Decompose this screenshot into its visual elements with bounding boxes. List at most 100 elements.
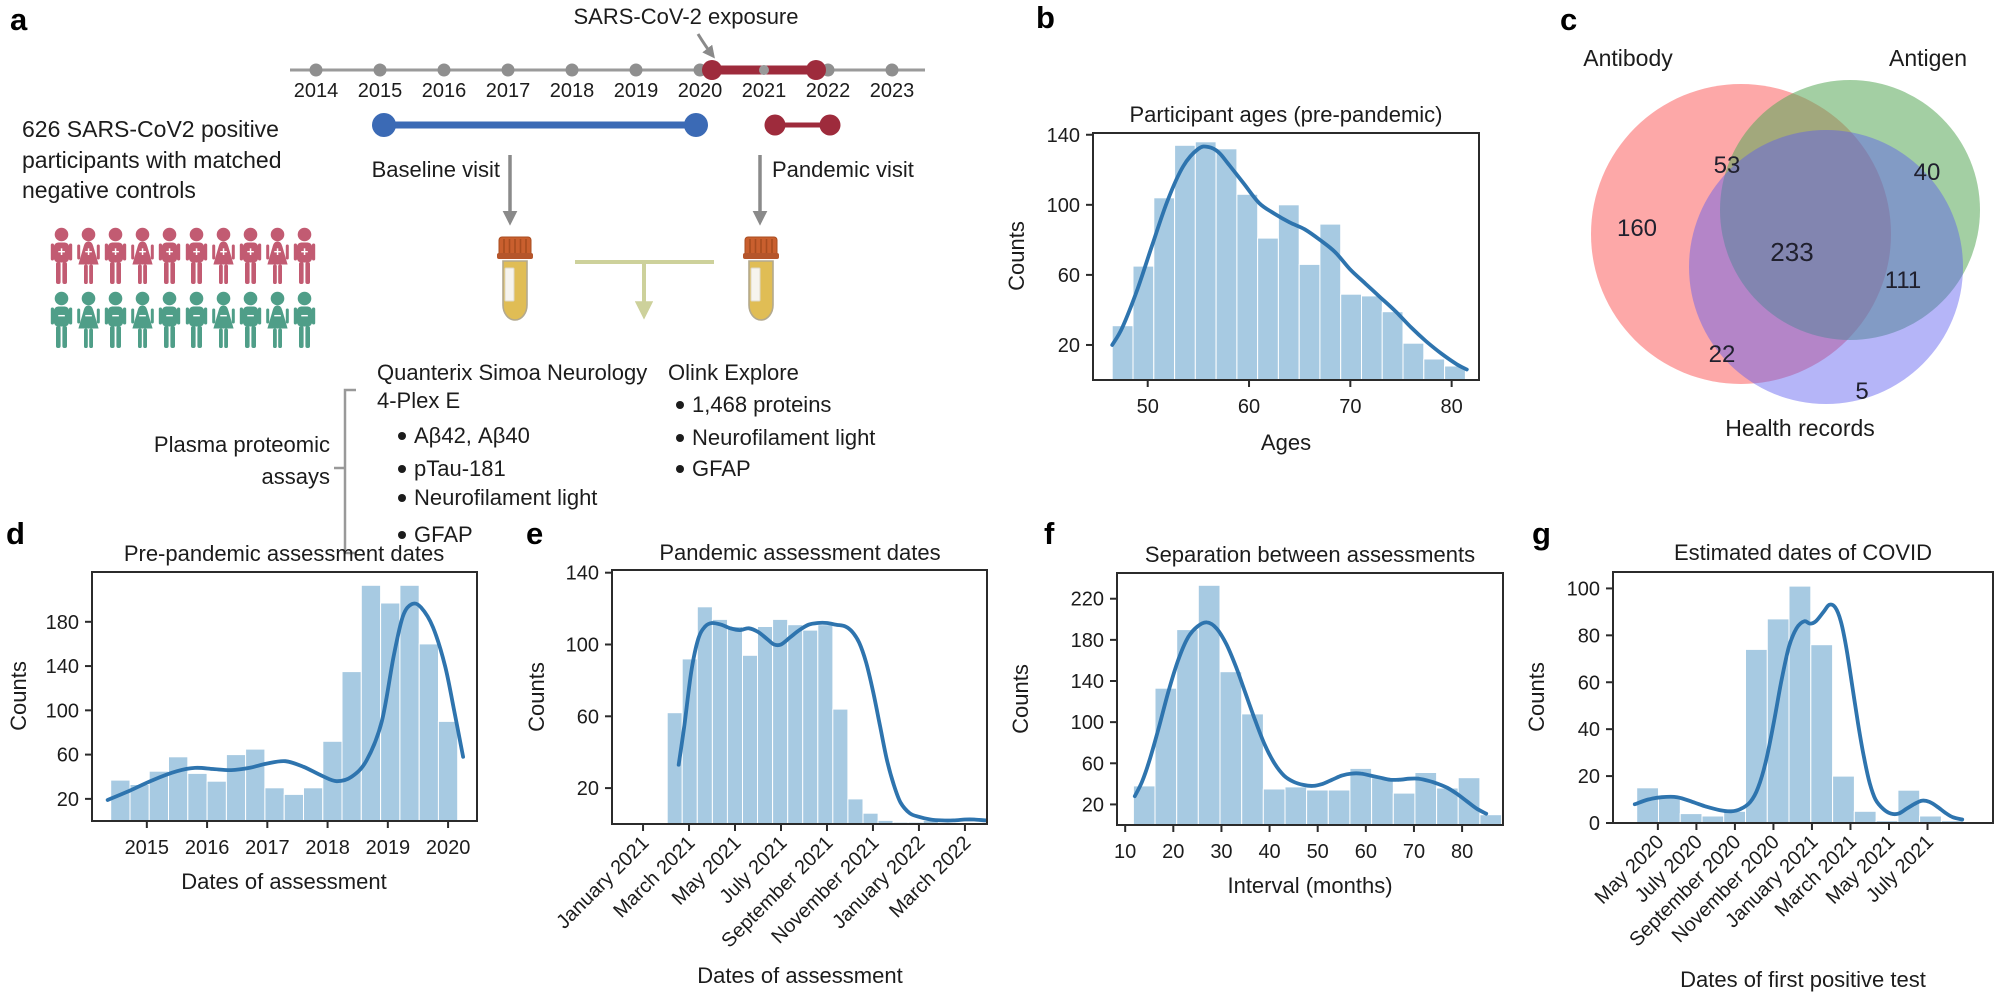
svg-text:2016: 2016	[185, 837, 230, 859]
negative-participant-icon: −	[131, 291, 154, 348]
assay-olink-list: Olink Explore 1,468 proteins Neurofilame…	[668, 360, 875, 481]
pandemic-window-bar	[764, 114, 841, 136]
svg-text:+: +	[139, 244, 147, 259]
chart-b-xlabel: Ages	[1261, 430, 1311, 455]
positive-participant-icon: +	[266, 227, 289, 284]
venn-count-antigen-health: 111	[1885, 267, 1921, 294]
svg-text:50: 50	[1137, 396, 1159, 418]
pandemic-tube-icon	[742, 236, 780, 321]
panel-label-a: a	[10, 2, 28, 37]
negative-participant-icon: −	[104, 291, 127, 348]
svg-text:−: −	[193, 308, 201, 323]
svg-text:2020: 2020	[678, 80, 723, 102]
svg-text:60: 60	[1082, 753, 1104, 775]
chart-d-y-axis: 20 60 100 140 180	[46, 612, 92, 811]
venn-label-antigen: Antigen	[1889, 45, 1967, 71]
negative-participant-icon: −	[239, 291, 262, 348]
timeline-year-labels: 2014 2015 2016 2017 2018 2019 2020 2021 …	[294, 80, 915, 102]
svg-text:+: +	[112, 244, 120, 259]
venn-count-antibody-antigen: 53	[1714, 152, 1741, 179]
chart-d-plot-border	[91, 571, 478, 822]
svg-text:80: 80	[1441, 396, 1463, 418]
chart-g-title: Estimated dates of COVID	[1674, 540, 1932, 565]
svg-text:100: 100	[566, 634, 599, 656]
participants-pictogram-grid: + + + + + + + + + + − − − − − − − − − −	[50, 227, 316, 348]
baseline-visit-label: Baseline visit	[372, 157, 500, 182]
chart-g-bars	[1636, 585, 1964, 824]
svg-text:60: 60	[1058, 265, 1080, 287]
chart-f-svg: 20 60 100 140 180 220 10 20 30 40 50 60 70 80 Separati…	[1008, 542, 1504, 898]
svg-text:30: 30	[1210, 841, 1232, 863]
svg-text:60: 60	[1238, 396, 1260, 418]
svg-text:Plasma proteomic: Plasma proteomic	[154, 432, 330, 457]
negative-participant-icon: −	[185, 291, 208, 348]
svg-text:Neurofilament light: Neurofilament light	[692, 425, 875, 450]
svg-text:Aβ42, Aβ40: Aβ42, Aβ40	[414, 423, 530, 448]
panel-label-g: g	[1532, 516, 1551, 551]
svg-text:2016: 2016	[422, 80, 467, 102]
svg-text:+: +	[166, 244, 174, 259]
svg-text:60: 60	[1355, 841, 1377, 863]
chart-g-kde-curve	[1632, 602, 1965, 822]
negative-participant-icon: −	[212, 291, 235, 348]
svg-text:40: 40	[1578, 719, 1600, 741]
chart-e-kde-curve	[676, 620, 988, 823]
panel-a-diagram: SARS-CoV-2 exposure 2014 2015 2016	[22, 4, 925, 555]
plasma-assays-label: Plasma proteomic assays	[154, 432, 330, 489]
venn-label-health-records: Health records	[1725, 415, 1875, 441]
chart-f-title: Separation between assessments	[1145, 542, 1475, 567]
svg-text:70: 70	[1403, 841, 1425, 863]
chart-d-title: Pre-pandemic assessment dates	[124, 541, 444, 566]
svg-text:20: 20	[1578, 766, 1600, 788]
svg-text:Olink Explore: Olink Explore	[668, 360, 799, 385]
svg-text:0: 0	[1589, 813, 1600, 835]
baseline-window-bar	[372, 113, 708, 137]
svg-text:−: −	[112, 308, 120, 323]
venn-label-antibody: Antibody	[1583, 45, 1673, 71]
chart-e-title: Pandemic assessment dates	[659, 540, 940, 565]
chart-e-ylabel: Counts	[524, 662, 549, 732]
assay-connector-icon	[575, 260, 714, 320]
svg-text:GFAP: GFAP	[414, 522, 473, 547]
svg-text:140: 140	[1071, 671, 1104, 693]
negative-participant-icon: −	[266, 291, 289, 348]
svg-text:140: 140	[566, 563, 599, 585]
positive-participant-icon: +	[50, 227, 73, 284]
svg-text:100: 100	[1567, 578, 1600, 600]
venn-health-circle	[1689, 130, 1963, 404]
panel-label-e: e	[526, 516, 544, 551]
chart-e-plot-border	[611, 569, 988, 825]
svg-text:80: 80	[1451, 841, 1473, 863]
panel-label-b: b	[1036, 0, 1055, 35]
svg-text:2015: 2015	[125, 837, 170, 859]
venn-diagram: Antibody Antigen Health records 160 53 4…	[1583, 45, 1980, 441]
panel-label-c: c	[1560, 2, 1578, 37]
chart-f-x-axis: 10 20 30 40 50 60 70 80	[1114, 825, 1473, 863]
svg-text:140: 140	[46, 656, 79, 678]
chart-b-plot-border	[1092, 132, 1480, 381]
chart-e-y-axis: 20 60 100 140	[566, 563, 612, 800]
svg-text:Neurofilament light: Neurofilament light	[414, 485, 597, 510]
chart-g-plot-border	[1612, 571, 1994, 824]
venn-count-antigen-only: 40	[1914, 159, 1941, 186]
svg-text:626 SARS-CoV2 positive: 626 SARS-CoV2 positive	[22, 116, 279, 142]
chart-g-ylabel: Counts	[1524, 662, 1549, 732]
svg-text:2018: 2018	[550, 80, 595, 102]
chart-b-title: Participant ages (pre-pandemic)	[1129, 102, 1442, 127]
panel-label-d: d	[6, 516, 25, 551]
svg-text:2018: 2018	[305, 837, 350, 859]
timeline: 2014 2015 2016 2017 2018 2019 2020 2021 …	[290, 60, 925, 102]
chart-g-xlabel: Dates of first positive test	[1680, 967, 1926, 992]
chart-d-x-axis: 2015 2016 2017 2018 2019 2020	[125, 821, 470, 859]
svg-text:80: 80	[1578, 625, 1600, 647]
svg-text:180: 180	[1071, 630, 1104, 652]
svg-text:10: 10	[1114, 841, 1136, 863]
assay-quanterix-list: Quanterix Simoa Neurology 4-Plex E Aβ42,…	[377, 360, 647, 547]
svg-text:20: 20	[1082, 794, 1104, 816]
chart-d-kde-curve	[105, 601, 465, 802]
negative-participant-icon: −	[50, 291, 73, 348]
svg-text:−: −	[301, 308, 309, 323]
svg-text:−: −	[220, 308, 228, 323]
